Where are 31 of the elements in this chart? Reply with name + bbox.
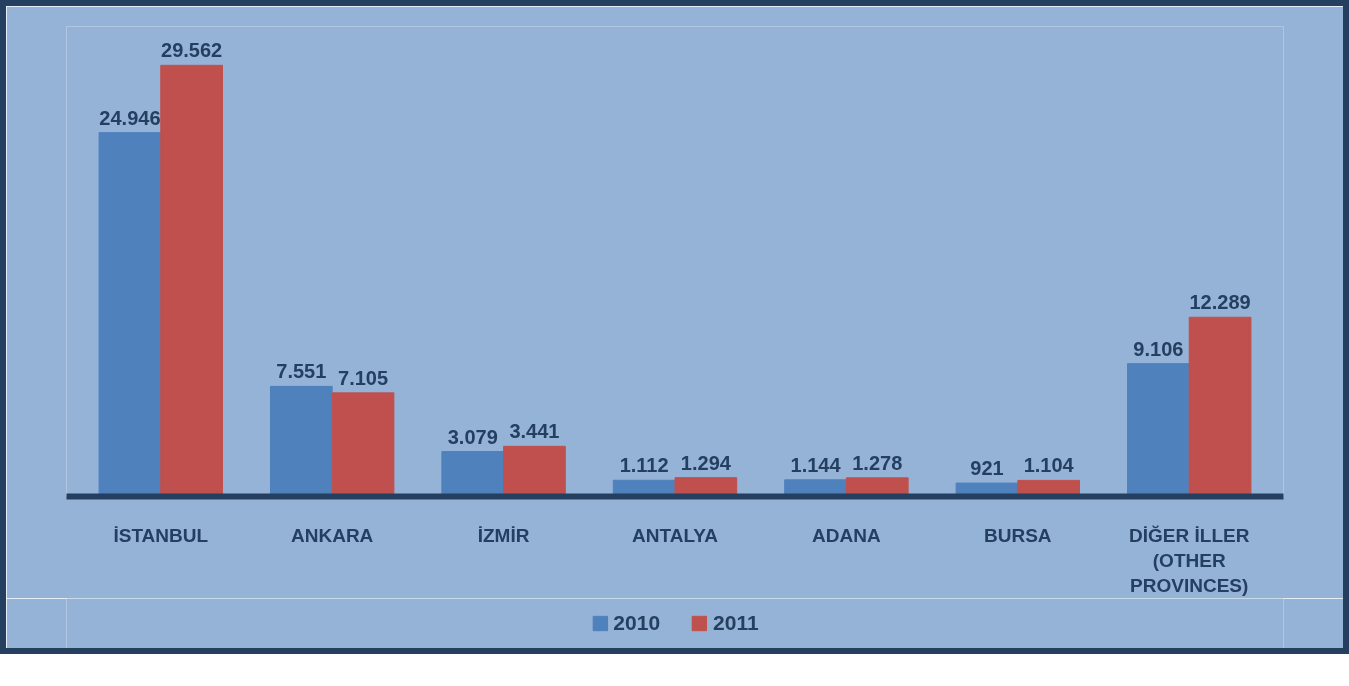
bar	[160, 64, 223, 497]
x-tick-label: BURSA	[984, 524, 1052, 546]
data-label: 1.144	[790, 453, 842, 476]
data-label: 1.104	[1023, 454, 1075, 477]
x-tick-label: ANKARA	[291, 524, 374, 546]
bar	[98, 132, 162, 497]
legend-label: 2010	[613, 611, 661, 635]
data-label: 3.079	[447, 425, 498, 448]
data-label: 9.106	[1133, 337, 1184, 360]
bar	[503, 445, 566, 497]
data-label: 921	[970, 457, 1004, 480]
data-label: 24.946	[99, 106, 161, 129]
bar	[1188, 316, 1252, 497]
x-tick-label: ANTALYA	[632, 524, 719, 546]
data-label: 1.278	[852, 451, 903, 474]
bar	[1127, 363, 1190, 497]
data-label: 12.289	[1189, 291, 1251, 314]
bar	[331, 392, 395, 497]
data-label: 1.294	[680, 451, 732, 474]
data-label: 3.441	[509, 420, 560, 443]
data-label: 7.105	[338, 366, 389, 389]
bar	[269, 385, 333, 497]
x-tick-label: ADANA	[812, 524, 881, 546]
data-label: 1.112	[619, 454, 669, 477]
x-tick-label: İZMİR	[477, 524, 530, 546]
x-tick-label: İSTANBUL	[113, 524, 209, 546]
bar	[441, 451, 505, 497]
legend-label: 2011	[713, 611, 759, 635]
x-tick-label: DİĞER İLLER (OTHER PROVINCES)	[1129, 524, 1250, 596]
data-label: 29.562	[161, 39, 223, 62]
data-label: 7.551	[276, 360, 327, 383]
